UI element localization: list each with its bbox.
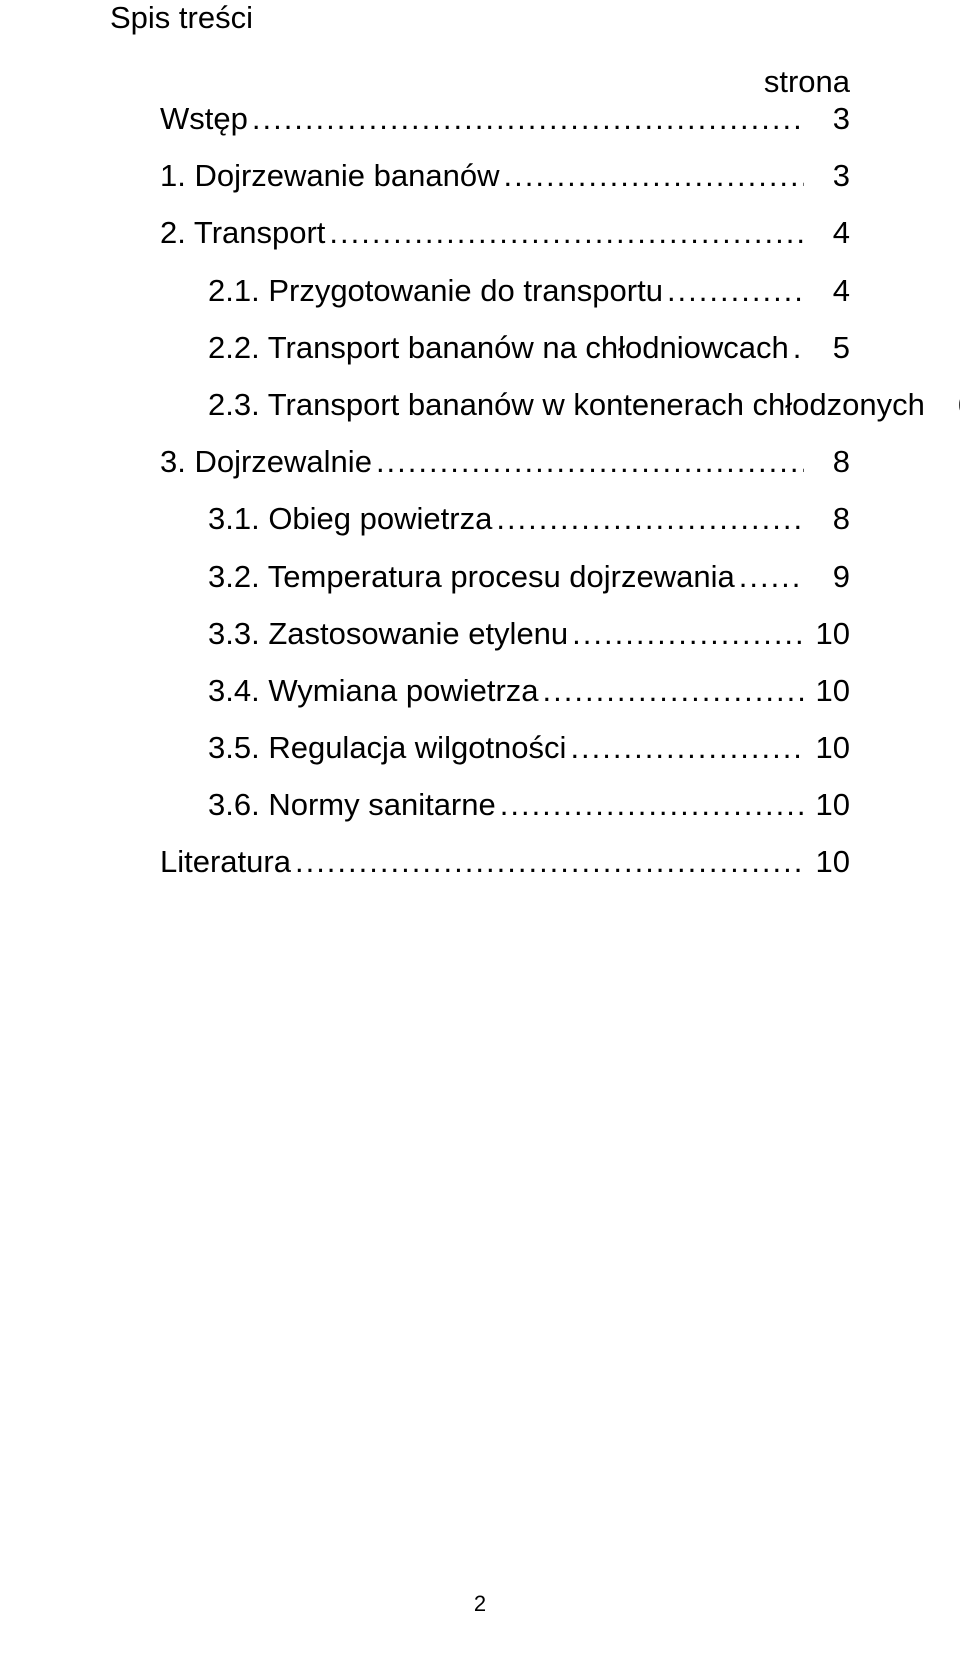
toc-entry-label: 2.1. Przygotowanie do transportu bbox=[208, 272, 667, 309]
toc-entry-page: 10 bbox=[804, 729, 850, 766]
page: Spis treści strona Wstęp 3 1. Dojrzewani… bbox=[0, 0, 960, 1677]
toc-dot-leader bbox=[739, 558, 804, 595]
toc-entry-page: 10 bbox=[804, 843, 850, 880]
toc-entry-page: 3 bbox=[804, 157, 850, 194]
toc-entry: Literatura 10 bbox=[110, 843, 850, 880]
toc-entry: 2.1. Przygotowanie do transportu 4 bbox=[110, 272, 850, 309]
toc-entry-page: 3 bbox=[804, 100, 850, 137]
toc-entry-label: 1. Dojrzewanie bananów bbox=[160, 157, 504, 194]
toc-dot-leader bbox=[572, 615, 804, 652]
toc-heading: Spis treści bbox=[110, 0, 850, 36]
toc-entry-page: 10 bbox=[804, 672, 850, 709]
toc-entry-page: 10 bbox=[804, 615, 850, 652]
toc-entry: 3.1. Obieg powietrza 8 bbox=[110, 500, 850, 537]
toc-entry-label: 2.3. Transport bananów w kontenerach chł… bbox=[208, 386, 929, 423]
toc-entry-label: 2.2. Transport bananów na chłodniowcach bbox=[208, 329, 793, 366]
footer-page-number: 2 bbox=[110, 1591, 850, 1617]
toc-dot-leader bbox=[329, 214, 804, 251]
toc-dot-leader bbox=[504, 157, 805, 194]
toc-entry-label: 3.4. Wymiana powietrza bbox=[208, 672, 543, 709]
toc-entry: 1. Dojrzewanie bananów 3 bbox=[110, 157, 850, 194]
toc-entry: 2. Transport 4 bbox=[110, 214, 850, 251]
toc-entry-page: 8 bbox=[804, 500, 850, 537]
toc-dot-leader bbox=[376, 443, 804, 480]
toc-entry-page: 10 bbox=[804, 786, 850, 823]
toc-entry-page: 5 bbox=[804, 329, 850, 366]
toc-dot-leader bbox=[496, 500, 804, 537]
toc-dot-leader bbox=[500, 786, 804, 823]
toc-entry-label: 3. Dojrzewalnie bbox=[160, 443, 376, 480]
toc-entry: 3.6. Normy sanitarne 10 bbox=[110, 786, 850, 823]
toc-dot-leader bbox=[252, 100, 804, 137]
toc-dot-leader bbox=[543, 672, 804, 709]
toc-entry-label: 3.5. Regulacja wilgotności bbox=[208, 729, 570, 766]
toc-entry-page: 9 bbox=[804, 558, 850, 595]
toc-entry-label: 3.2. Temperatura procesu dojrzewania bbox=[208, 558, 739, 595]
toc-entry-label: Literatura bbox=[160, 843, 295, 880]
toc-entry-label: Wstęp bbox=[160, 100, 252, 137]
toc-dot-leader bbox=[295, 843, 804, 880]
toc-entry: 3. Dojrzewalnie 8 bbox=[110, 443, 850, 480]
toc-entry: 3.5. Regulacja wilgotności 10 bbox=[110, 729, 850, 766]
toc-entry: Wstęp 3 bbox=[110, 100, 850, 137]
toc-entry-label: 3.1. Obieg powietrza bbox=[208, 500, 496, 537]
toc-entry-page: 6 bbox=[929, 386, 960, 423]
page-column-label: strona bbox=[110, 64, 850, 100]
toc-dot-leader bbox=[667, 272, 804, 309]
toc-entry: 3.3. Zastosowanie etylenu 10 bbox=[110, 615, 850, 652]
toc-entry-label: 3.6. Normy sanitarne bbox=[208, 786, 500, 823]
toc-dot-leader bbox=[570, 729, 804, 766]
toc-entry-label: 2. Transport bbox=[160, 214, 329, 251]
toc-entry-page: 4 bbox=[804, 214, 850, 251]
toc-entry-page: 8 bbox=[804, 443, 850, 480]
toc-entry: 2.2. Transport bananów na chłodniowcach … bbox=[110, 329, 850, 366]
toc-entry: 2.3. Transport bananów w kontenerach chł… bbox=[110, 386, 850, 423]
toc-entry: 3.2. Temperatura procesu dojrzewania 9 bbox=[110, 558, 850, 595]
toc-entry-page: 4 bbox=[804, 272, 850, 309]
toc-entry-label: 3.3. Zastosowanie etylenu bbox=[208, 615, 572, 652]
toc-entry: 3.4. Wymiana powietrza 10 bbox=[110, 672, 850, 709]
toc-dot-leader bbox=[793, 329, 804, 366]
